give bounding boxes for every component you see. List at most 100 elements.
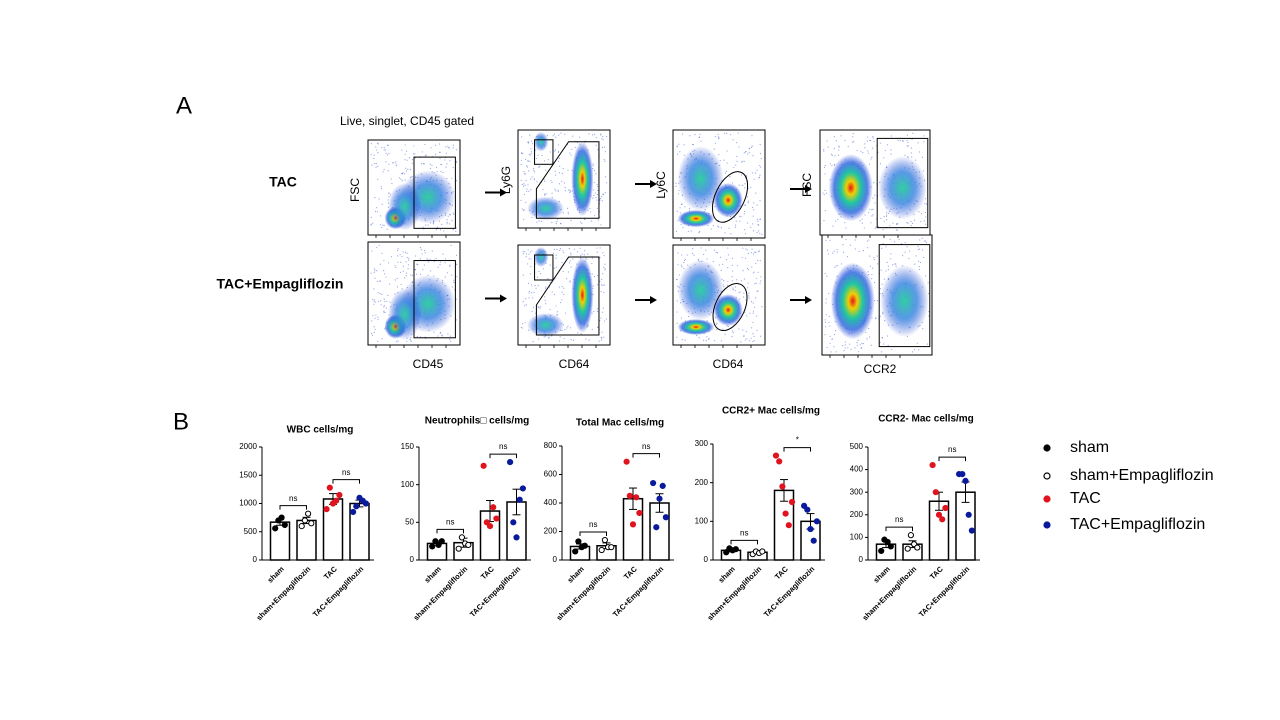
event-dot <box>895 263 897 265</box>
x-tick-label: TAC <box>773 564 790 581</box>
event-dot <box>744 311 746 314</box>
event-dot <box>522 250 524 253</box>
event-dot <box>734 289 736 292</box>
event-dot <box>907 222 909 224</box>
axis-label: FSC <box>800 173 814 197</box>
event-dot <box>388 196 390 198</box>
event-dot <box>738 328 740 330</box>
event-dot <box>386 154 389 156</box>
event-dot <box>725 259 728 261</box>
event-dot <box>676 322 678 324</box>
plot-frame <box>517 129 611 229</box>
event-dot <box>922 170 925 172</box>
event-dot <box>911 222 914 225</box>
event-dot <box>720 269 722 271</box>
event-dot <box>918 349 920 351</box>
event-dot <box>833 333 836 336</box>
event-dot <box>544 288 547 290</box>
event-dot <box>751 206 754 209</box>
event-dot <box>424 143 426 146</box>
event-dot <box>425 154 428 156</box>
event-dot <box>421 151 423 153</box>
flow-plot <box>367 139 461 238</box>
event-dot <box>529 273 531 275</box>
event-dot <box>743 204 745 206</box>
event-dot <box>593 133 596 135</box>
event-dot <box>824 173 826 175</box>
event-dot <box>385 307 388 309</box>
event-dot <box>440 163 442 165</box>
event-dot <box>893 241 896 243</box>
event-dot <box>383 273 386 275</box>
event-dot <box>698 136 701 139</box>
y-tick-label: 0 <box>859 555 864 564</box>
data-point <box>782 510 789 517</box>
event-dot <box>834 266 836 268</box>
event-dot <box>757 259 759 262</box>
event-dot <box>384 311 386 313</box>
event-dot <box>732 287 734 289</box>
event-dot <box>683 261 685 264</box>
data-point <box>942 504 949 512</box>
event-dot <box>439 261 441 263</box>
event-dot <box>752 333 754 335</box>
event-dot <box>890 153 892 155</box>
event-dot <box>577 251 579 253</box>
event-dot <box>401 149 403 151</box>
event-dot <box>396 286 399 288</box>
event-dot <box>698 337 700 339</box>
event-dot <box>449 335 451 337</box>
event-dot <box>538 166 540 168</box>
event-dot <box>596 284 599 286</box>
event-dot <box>377 152 379 154</box>
event-dot <box>759 200 761 202</box>
event-dot <box>405 261 407 263</box>
event-dot <box>406 252 408 254</box>
event-dot <box>444 159 446 161</box>
event-dot <box>727 267 729 269</box>
event-dot <box>567 213 569 215</box>
event-dot <box>379 224 382 226</box>
x-tick-label: TAC <box>322 564 339 581</box>
event-dot <box>600 339 603 341</box>
event-dot <box>557 160 560 162</box>
event-dot <box>714 135 716 138</box>
event-dot <box>828 321 830 324</box>
event-dot <box>371 320 373 322</box>
event-dot <box>678 274 680 276</box>
event-dot <box>886 335 888 337</box>
event-dot <box>373 299 376 301</box>
event-dot <box>424 252 426 254</box>
y-tick-label: 0 <box>553 555 558 564</box>
event-dot <box>589 207 591 210</box>
event-dot <box>529 134 531 136</box>
event-dot <box>435 166 438 169</box>
sig-label: ns <box>642 442 650 451</box>
event-dot <box>874 202 876 204</box>
event-dot <box>451 177 453 179</box>
event-dot <box>752 155 754 157</box>
event-dot <box>834 155 836 157</box>
event-dot <box>558 286 560 288</box>
data-point <box>353 503 360 510</box>
event-dot <box>520 159 523 161</box>
event-dot <box>604 263 606 265</box>
x-tick-label: TAC <box>622 564 639 581</box>
event-dot <box>869 255 871 257</box>
event-dot <box>675 185 677 187</box>
event-dot <box>534 285 536 287</box>
arrow-head <box>650 296 657 304</box>
event-dot <box>383 147 385 149</box>
event-dot <box>593 169 595 172</box>
event-dot <box>755 192 757 194</box>
sig-label: ns <box>948 445 956 454</box>
event-dot <box>835 220 837 222</box>
event-dot <box>527 184 529 186</box>
event-dot <box>743 210 746 213</box>
event-dot <box>524 173 527 175</box>
event-dot <box>558 183 561 185</box>
data-point <box>813 518 821 525</box>
event-dot <box>545 303 547 305</box>
event-dot <box>443 230 445 232</box>
event-dot <box>837 154 840 156</box>
